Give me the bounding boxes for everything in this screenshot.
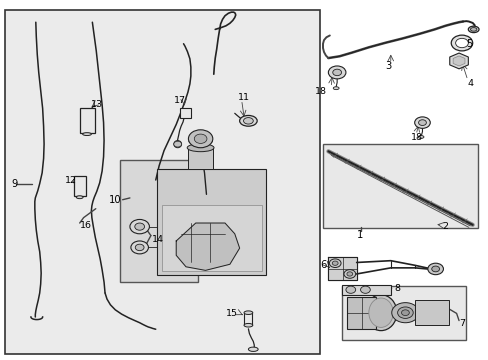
Ellipse shape [188,138,212,144]
Text: 11: 11 [238,93,250,102]
Text: 4: 4 [467,79,473,88]
Circle shape [431,266,439,272]
Circle shape [135,244,144,251]
Circle shape [332,69,341,76]
FancyBboxPatch shape [346,297,375,329]
Text: 13: 13 [91,100,103,109]
Ellipse shape [368,298,392,327]
FancyBboxPatch shape [157,169,266,275]
Ellipse shape [244,311,252,315]
Text: 8: 8 [394,284,400,293]
Ellipse shape [365,295,396,330]
Circle shape [173,141,181,147]
Circle shape [414,117,429,129]
Text: 15: 15 [225,309,238,318]
Text: 16: 16 [80,221,91,230]
Text: 7: 7 [458,319,464,328]
Text: 2: 2 [441,222,447,231]
Circle shape [360,286,369,293]
Ellipse shape [332,87,338,90]
Text: 6: 6 [319,260,326,270]
Ellipse shape [76,196,83,199]
Text: 1: 1 [357,230,363,239]
Ellipse shape [469,28,476,31]
Text: 18: 18 [410,133,423,142]
Circle shape [130,220,149,234]
Ellipse shape [248,347,258,351]
Circle shape [331,261,337,265]
Circle shape [194,134,206,143]
Text: 18: 18 [315,86,327,95]
FancyBboxPatch shape [188,148,212,169]
Circle shape [346,272,352,276]
Circle shape [345,286,355,293]
FancyBboxPatch shape [180,108,190,118]
Circle shape [188,130,212,148]
Circle shape [131,241,148,254]
Circle shape [329,259,340,267]
FancyBboxPatch shape [74,176,86,196]
Circle shape [418,120,426,126]
FancyBboxPatch shape [120,160,198,282]
Ellipse shape [239,116,257,126]
FancyBboxPatch shape [341,286,466,339]
Circle shape [135,223,144,230]
Text: 12: 12 [65,176,77,185]
Text: 17: 17 [174,96,186,105]
FancyBboxPatch shape [244,313,252,325]
FancyBboxPatch shape [341,285,390,295]
Ellipse shape [82,133,91,135]
Text: 3: 3 [385,61,391,71]
FancyBboxPatch shape [322,144,477,228]
Ellipse shape [417,135,423,138]
FancyBboxPatch shape [4,10,320,354]
Text: 9: 9 [11,179,18,189]
Polygon shape [176,223,239,270]
Circle shape [427,263,443,275]
Ellipse shape [468,26,478,33]
Text: 10: 10 [109,195,122,205]
Circle shape [450,35,472,51]
Circle shape [328,66,345,79]
Circle shape [343,270,355,278]
Ellipse shape [244,323,252,327]
Ellipse shape [243,118,253,124]
Circle shape [455,39,468,48]
Ellipse shape [187,144,214,152]
Polygon shape [328,257,356,280]
FancyBboxPatch shape [80,108,95,134]
FancyBboxPatch shape [161,205,261,271]
Text: 14: 14 [152,235,163,244]
FancyBboxPatch shape [414,300,448,325]
Circle shape [401,310,408,316]
Ellipse shape [173,140,181,148]
Circle shape [397,307,412,319]
Text: 5: 5 [466,40,472,49]
Circle shape [391,303,418,323]
